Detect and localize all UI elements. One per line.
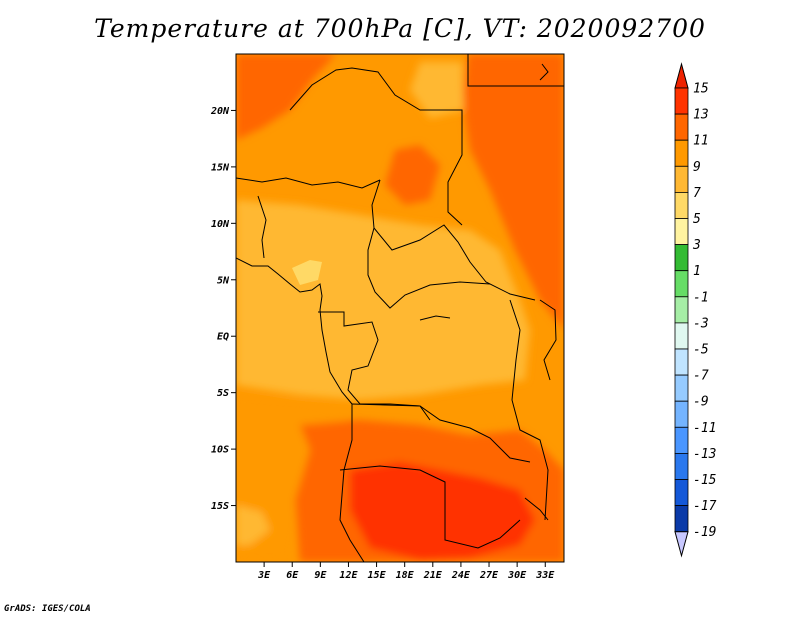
- colorbar-label: 11: [693, 134, 709, 149]
- colorbar-swatch-3: [674, 165, 689, 193]
- field-hot-south: [350, 462, 535, 560]
- colorbar-swatch-12: [674, 400, 689, 428]
- colorbar-label: -15: [693, 473, 717, 488]
- border-sahel: [236, 177, 381, 189]
- border-chad-libya: [289, 67, 463, 226]
- colorbar-bottom-triangle: [674, 531, 689, 558]
- colorbar-label: 3: [692, 238, 701, 253]
- border-drc-south: [351, 403, 531, 463]
- map-borders: [236, 54, 564, 562]
- colorbar-swatch-13: [674, 426, 689, 454]
- lon-tick-label: 12E: [339, 570, 358, 581]
- colorbar-label: -3: [693, 316, 709, 331]
- colorbar-label: -17: [693, 499, 717, 514]
- colorbar-top-triangle: [674, 62, 689, 89]
- colorbar-swatch-14: [674, 452, 689, 480]
- map-title: Temperature at 700hPa [C], VT: 202009270…: [94, 14, 706, 43]
- colorbar-swatch-9: [674, 322, 689, 350]
- lon-tick-label: 9E: [314, 570, 327, 581]
- field-warm-ne: [462, 54, 564, 330]
- colorbar: 15 13 11 9 7 5 3 1 -1 -3 -5 -7 -9 -11 -13 -15 -17 -19: [674, 62, 717, 558]
- lon-tick-label: 33E: [535, 570, 555, 581]
- colorbar-swatch-8: [674, 296, 689, 324]
- latitude-axis: 20N 15N 10N 5N EQ 5S 10S 15S: [210, 106, 236, 512]
- colorbar-swatch-16: [674, 505, 689, 533]
- field-warm-central: [385, 145, 440, 205]
- colorbar-swatch-1: [674, 113, 689, 141]
- lon-tick-label: 15E: [368, 570, 387, 581]
- colorbar-label: -1: [693, 290, 709, 305]
- lon-tick-label: 21E: [423, 570, 443, 581]
- colorbar-label: -5: [693, 343, 709, 358]
- border-zambia: [339, 465, 521, 549]
- lat-tick-label: 10N: [211, 219, 230, 230]
- colorbar-swatch-5: [674, 218, 689, 246]
- colorbar-label: 13: [693, 108, 709, 123]
- colorbar-swatch-15: [674, 479, 689, 507]
- colorbar-label: -9: [693, 395, 709, 410]
- lat-tick-label: 20N: [210, 106, 230, 117]
- field-warm-nw: [236, 54, 336, 140]
- colorbar-swatch-2: [674, 139, 689, 167]
- border-egypt: [467, 54, 564, 87]
- field-cool-cameroon: [292, 260, 322, 285]
- border-nigeria: [257, 195, 267, 259]
- field-mild-sw-coast: [236, 505, 270, 545]
- colorbar-label: 5: [693, 212, 701, 227]
- colorbar-swatch-0: [674, 87, 689, 115]
- temperature-field: [236, 54, 564, 562]
- lon-tick-label: 3E: [257, 570, 271, 581]
- colorbar-swatch-11: [674, 374, 689, 402]
- border-car: [367, 227, 491, 309]
- border-car-sudan: [371, 179, 536, 301]
- longitude-axis: 3E 6E 9E 12E 15E 18E 21E 24E 27E 30E 33E: [257, 562, 555, 581]
- border-east: [509, 299, 549, 521]
- river-congo: [419, 315, 451, 321]
- lon-tick-label: 6E: [286, 570, 299, 581]
- field-mild-north: [410, 62, 464, 118]
- colorbar-label: 15: [693, 82, 709, 97]
- colorbar-swatch-6: [674, 244, 689, 272]
- colorbar-label: -11: [693, 421, 716, 436]
- lat-tick-label: 5N: [217, 275, 230, 286]
- colorbar-label: 1: [693, 264, 701, 279]
- colorbar-label: 9: [693, 160, 701, 175]
- lat-tick-label: 15S: [211, 501, 229, 512]
- colorbar-swatch-4: [674, 191, 689, 219]
- lon-tick-label: 27E: [479, 570, 499, 581]
- lon-tick-label: 18E: [396, 570, 415, 581]
- colorbar-swatch-7: [674, 270, 689, 298]
- lat-tick-label: 10S: [211, 445, 229, 456]
- coast-nile: [539, 63, 549, 81]
- map-frame: [235, 53, 565, 563]
- border-uganda: [539, 299, 557, 381]
- border-congo: [318, 311, 431, 421]
- colorbar-label: -13: [693, 447, 716, 462]
- lat-tick-label: 5S: [217, 388, 229, 399]
- colorbar-label: -7: [693, 369, 709, 384]
- lake-malawi: [524, 497, 549, 521]
- lon-tick-label: 30E: [507, 570, 527, 581]
- lat-tick-label: EQ: [217, 332, 229, 343]
- lon-tick-label: 24E: [451, 570, 471, 581]
- coastline: [236, 257, 353, 405]
- grads-credit: GrADS: IGES/COLA: [4, 604, 91, 614]
- lat-tick-label: 15N: [211, 162, 230, 173]
- colorbar-label: -19: [693, 525, 716, 540]
- colorbar-label: 7: [693, 186, 701, 201]
- colorbar-swatch-10: [674, 348, 689, 376]
- coastline-southwest: [339, 404, 365, 562]
